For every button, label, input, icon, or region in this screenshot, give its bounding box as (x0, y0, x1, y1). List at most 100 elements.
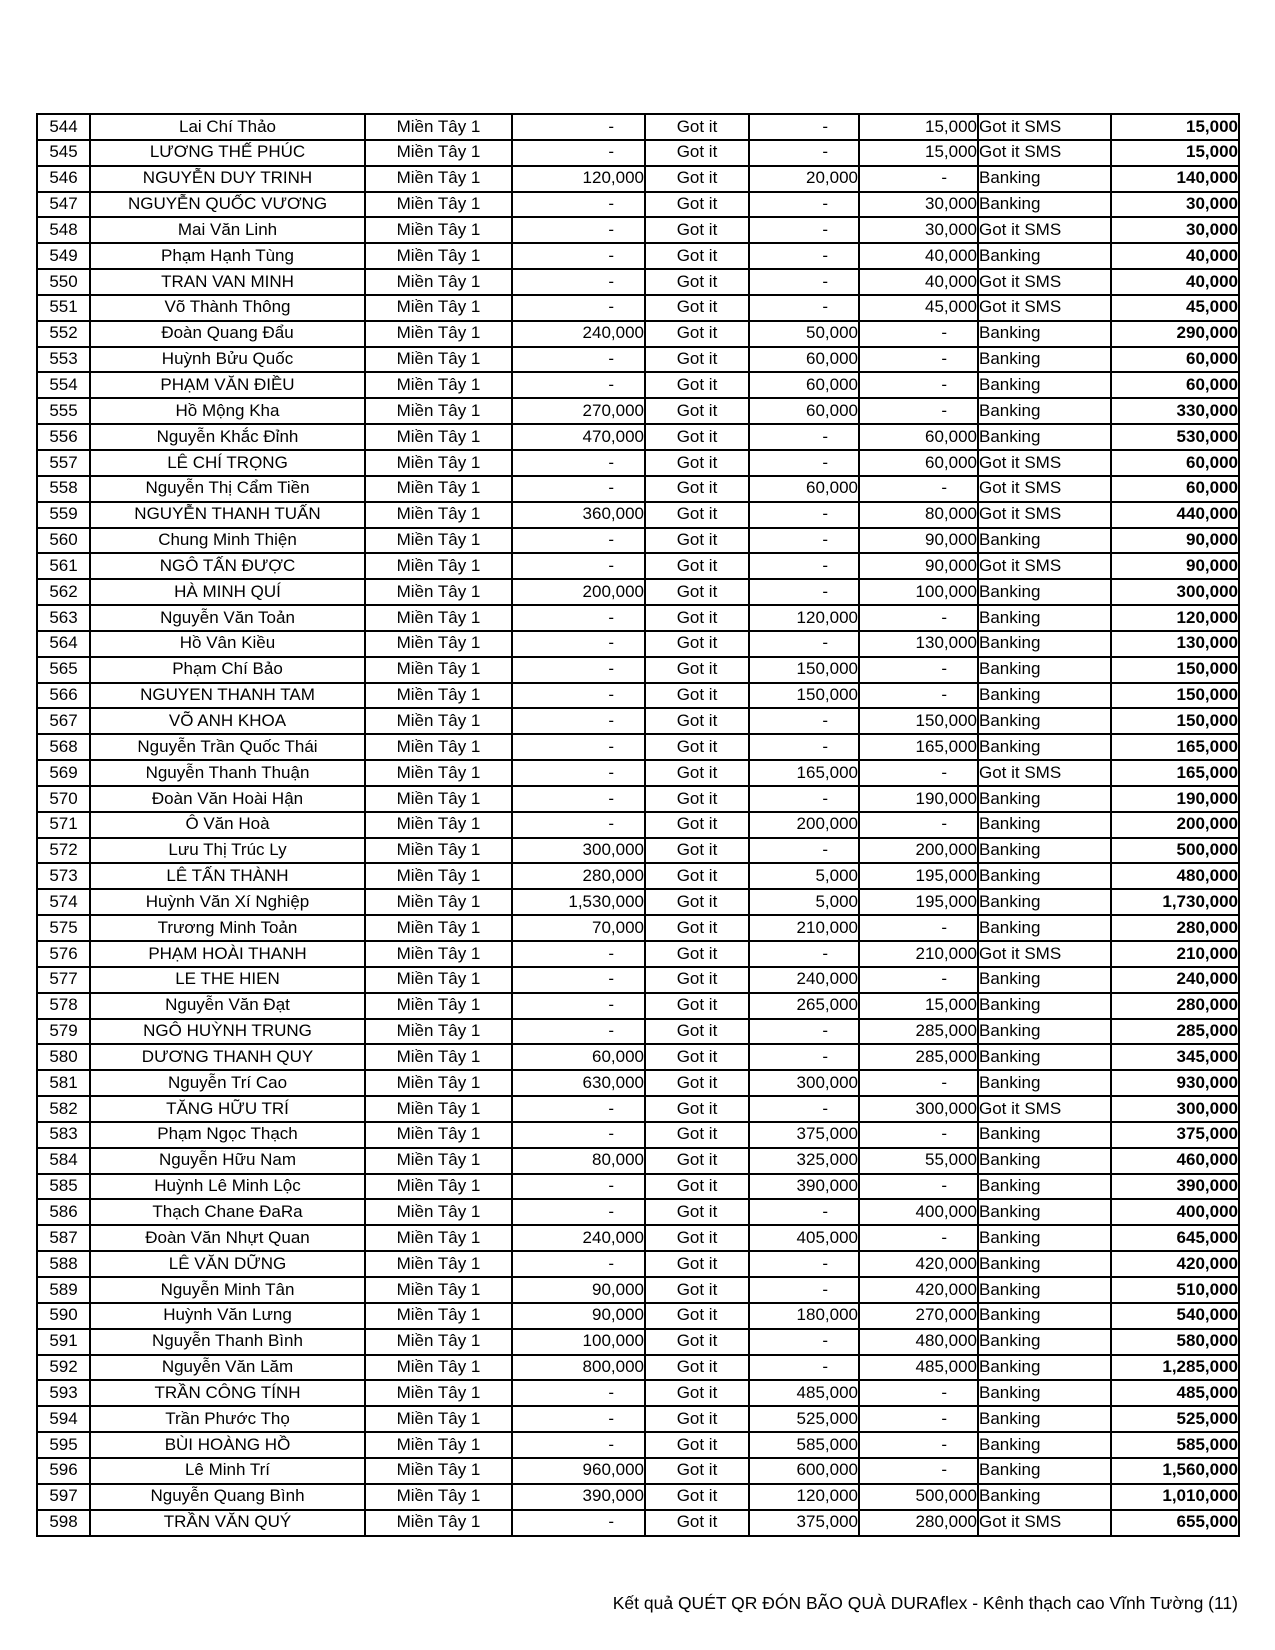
table-row: 598 TRẦN VĂN QUÝ Miền Tây 1- Got it 375,000 2… (36, 1508, 1240, 1538)
cell-amount-1: - (511, 655, 646, 684)
cell-name: TRAN VAN MINH (89, 268, 366, 296)
cell-amount-3: - (858, 604, 979, 632)
table-row: 578 Nguyễn Văn Đạt Miền Tây 1- Got it 265,00… (36, 991, 1240, 1020)
cell-amount-3: 60,000 (858, 448, 979, 477)
cell-amount-3: 480,000 (858, 1327, 979, 1356)
cell-region: Miền Tây 1 (364, 190, 513, 219)
cell-amount-2: - (748, 1353, 860, 1382)
cell-amount-1: - (511, 940, 646, 968)
cell-total: 440,000 (1110, 500, 1240, 529)
cell-amount-3: - (858, 319, 979, 348)
cell-method: Banking (977, 526, 1112, 555)
cell-region: Miền Tây 1 (364, 836, 513, 865)
cell-method: Got it SMS (977, 474, 1112, 503)
table-row: 560 Chung Minh Thiện Miền Tây 1- Got it -90,… (36, 526, 1240, 555)
cell-name: NGÔ TẤN ĐƯỢC (89, 552, 366, 581)
cell-amount-1: - (511, 1017, 646, 1046)
cell-method: Banking (977, 1301, 1112, 1330)
cell-amount-1: - (511, 1198, 646, 1227)
cell-amount-2: 300,000 (748, 1069, 860, 1098)
cell-region: Miền Tây 1 (364, 1250, 513, 1278)
cell-amount-3: 285,000 (858, 1017, 979, 1046)
cell-amount-2: - (748, 784, 860, 813)
cell-got-it: Got it (644, 113, 750, 141)
cell-row-number: 566 (36, 681, 91, 710)
cell-name: Nguyễn Thanh Bình (89, 1327, 366, 1356)
cell-name: Huỳnh Văn Xí Nghiệp (89, 888, 366, 917)
cell-region: Miền Tây 1 (364, 888, 513, 917)
cell-total: 280,000 (1110, 991, 1240, 1020)
cell-amount-2: 485,000 (748, 1379, 860, 1408)
cell-total: 60,000 (1110, 371, 1240, 400)
cell-name: NGÔ HUỲNH TRUNG (89, 1017, 366, 1046)
cell-row-number: 585 (36, 1172, 91, 1201)
cell-name: Lê Minh Trí (89, 1456, 366, 1485)
table-row: 573 LÊ TẤN THÀNH Miền Tây 1 280,000 Got it 5,… (36, 862, 1240, 891)
cell-amount-3: 100,000 (858, 578, 979, 607)
cell-method: Banking (977, 1172, 1112, 1201)
cell-method: Banking (977, 1353, 1112, 1382)
cell-amount-2: - (748, 1043, 860, 1072)
cell-amount-2: - (748, 733, 860, 762)
cell-method: Banking (977, 1275, 1112, 1304)
cell-got-it: Got it (644, 293, 750, 322)
cell-got-it: Got it (644, 629, 750, 658)
cell-method: Banking (977, 707, 1112, 736)
cell-region: Miền Tây 1 (364, 629, 513, 658)
table-row: 597 Nguyễn Quang Bình Miền Tây 1 390,000 Got… (36, 1482, 1240, 1511)
cell-amount-1: 1,530,000 (511, 888, 646, 917)
cell-amount-1: 240,000 (511, 319, 646, 348)
cell-amount-3: 90,000 (858, 552, 979, 581)
cell-amount-3: 40,000 (858, 242, 979, 271)
cell-row-number: 577 (36, 965, 91, 994)
cell-got-it: Got it (644, 1120, 750, 1149)
cell-total: 140,000 (1110, 164, 1240, 193)
cell-amount-2: - (748, 1017, 860, 1046)
cell-region: Miền Tây 1 (364, 1456, 513, 1485)
cell-amount-2: - (748, 113, 860, 141)
cell-method: Banking (977, 371, 1112, 400)
table-row: 570 Đoàn Văn Hoài Hận Miền Tây 1- Got it -19… (36, 784, 1240, 813)
cell-name: Nguyễn Thanh Thuận (89, 759, 366, 787)
cell-amount-3: 90,000 (858, 526, 979, 555)
cell-row-number: 576 (36, 940, 91, 968)
cell-name: DƯƠNG THANH QUY (89, 1043, 366, 1072)
cell-amount-3: 195,000 (858, 888, 979, 917)
cell-region: Miền Tây 1 (364, 164, 513, 193)
cell-got-it: Got it (644, 474, 750, 503)
table-row: 586 Thạch Chane ĐaRa Miền Tây 1- Got it -400… (36, 1198, 1240, 1227)
cell-got-it: Got it (644, 552, 750, 581)
cell-total: 530,000 (1110, 423, 1240, 451)
cell-got-it: Got it (644, 784, 750, 813)
cell-amount-2: - (748, 1250, 860, 1278)
table-row: 591 Nguyễn Thanh Bình Miền Tây 1 100,000 Got… (36, 1327, 1240, 1356)
cell-got-it: Got it (644, 138, 750, 167)
cell-total: 420,000 (1110, 1250, 1240, 1278)
cell-method: Got it SMS (977, 1095, 1112, 1123)
cell-region: Miền Tây 1 (364, 655, 513, 684)
cell-amount-3: 500,000 (858, 1482, 979, 1511)
table-row: 563 Nguyễn Văn Toản Miền Tây 1- Got it 120,0… (36, 604, 1240, 632)
cell-region: Miền Tây 1 (364, 914, 513, 942)
cell-region: Miền Tây 1 (364, 1379, 513, 1408)
cell-region: Miền Tây 1 (364, 113, 513, 141)
cell-got-it: Got it (644, 1069, 750, 1098)
cell-total: 200,000 (1110, 810, 1240, 839)
cell-name: Trần Phước Thọ (89, 1405, 366, 1434)
cell-amount-2: 325,000 (748, 1146, 860, 1175)
cell-name: LÊ TẤN THÀNH (89, 862, 366, 891)
table-row: 583 Phạm Ngọc Thạch Miền Tây 1- Got it 375,0… (36, 1120, 1240, 1149)
cell-name: LƯƠNG THẾ PHÚC (89, 138, 366, 167)
cell-got-it: Got it (644, 1172, 750, 1201)
table-row: 567 VÕ ANH KHOA Miền Tây 1- Got it -150,000 B… (36, 707, 1240, 736)
cell-row-number: 557 (36, 448, 91, 477)
cell-amount-3: - (858, 1224, 979, 1253)
cell-amount-3: 15,000 (858, 113, 979, 141)
cell-method: Banking (977, 319, 1112, 348)
cell-method: Got it SMS (977, 293, 1112, 322)
cell-region: Miền Tây 1 (364, 1120, 513, 1149)
cell-total: 150,000 (1110, 707, 1240, 736)
cell-region: Miền Tây 1 (364, 216, 513, 245)
cell-region: Miền Tây 1 (364, 319, 513, 348)
cell-total: 190,000 (1110, 784, 1240, 813)
